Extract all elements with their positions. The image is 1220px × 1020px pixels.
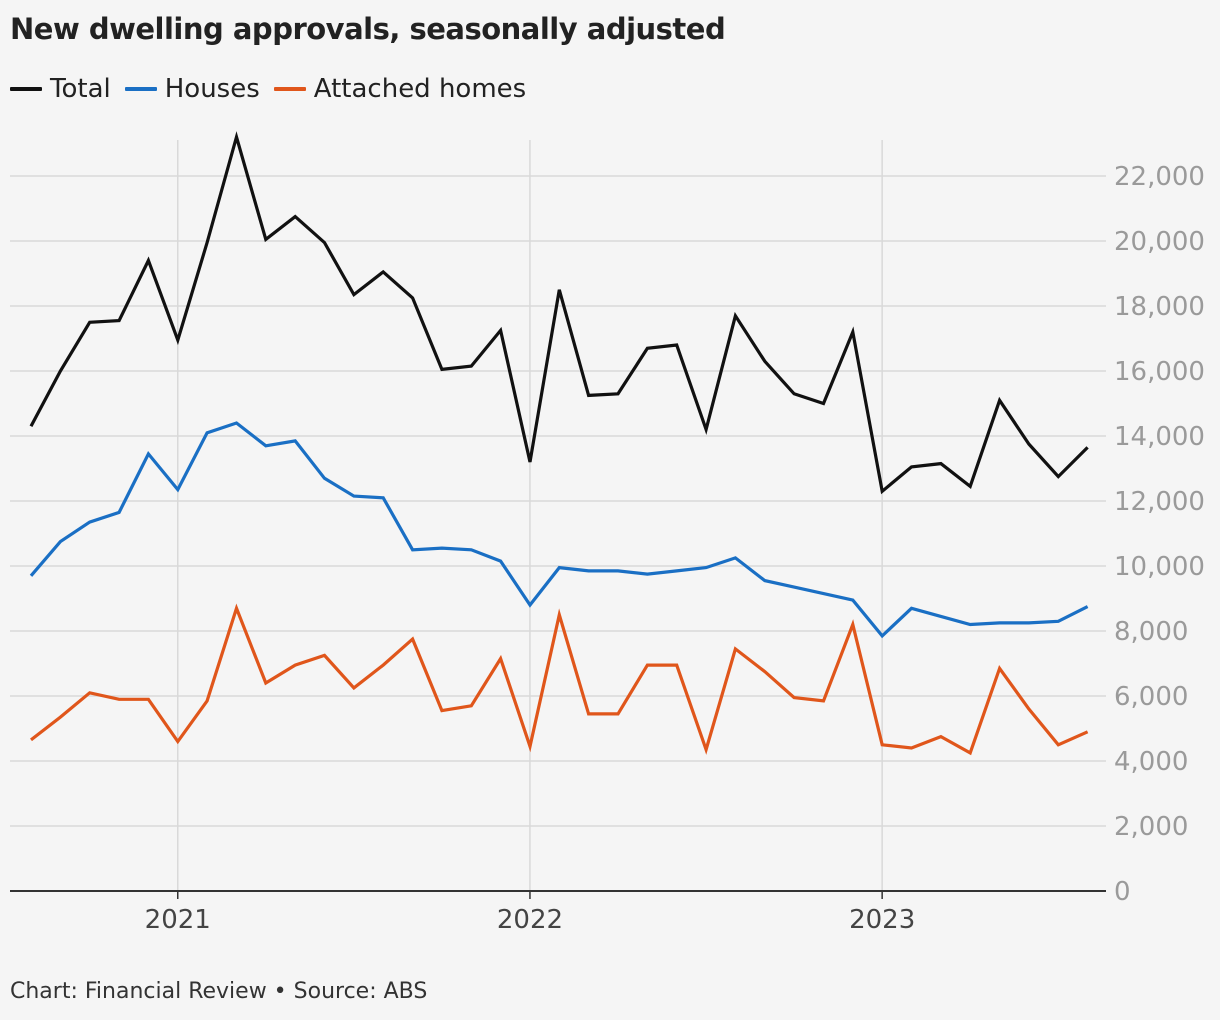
series-lines [29,131,1089,756]
series-line-total [29,131,1089,495]
chart-source: Chart: Financial Review • Source: ABS [10,979,428,1004]
y-tick-label: 14,000 [1114,422,1205,452]
y-tick-label: 20,000 [1114,227,1205,257]
legend-swatch-houses [124,87,157,91]
legend-item-houses: Houses [124,74,260,104]
series-line-attached-homes [30,603,1089,756]
y-tick-label: 8,000 [1114,617,1188,647]
legend-item-total: Total [10,74,111,104]
y-tick-label: 10,000 [1114,552,1205,582]
x-tick-label: 2023 [849,905,915,935]
y-tick-label: 6,000 [1114,682,1188,712]
axes: 0 2,000 4,000 6,000 8,000 10,000 12,000 14,000 1… [10,162,1205,935]
series-line-houses [29,421,1089,639]
y-tick-label: 2,000 [1114,812,1188,842]
legend-label-total: Total [50,74,111,104]
x-tick-label: 2022 [497,905,563,935]
x-tick-label: 2021 [145,905,211,935]
chart-title: New dwelling approvals, seasonally adjus… [10,12,726,46]
y-tick-label: 4,000 [1114,747,1188,777]
y-tick-label: 12,000 [1114,487,1205,517]
legend-label-attached-homes: Attached homes [313,74,527,104]
grid-lines [10,140,1106,891]
y-tick-label: 0 [1114,877,1131,907]
y-tick-label: 22,000 [1114,162,1205,192]
y-tick-label: 18,000 [1114,292,1205,322]
y-tick-label: 16,000 [1114,357,1205,387]
legend-item-attached-homes: Attached homes [273,74,527,104]
legend: Total Houses Attached homes [10,74,540,104]
legend-swatch-total [10,87,42,91]
legend-label-houses: Houses [164,74,260,104]
legend-swatch-attached-homes [273,87,306,91]
